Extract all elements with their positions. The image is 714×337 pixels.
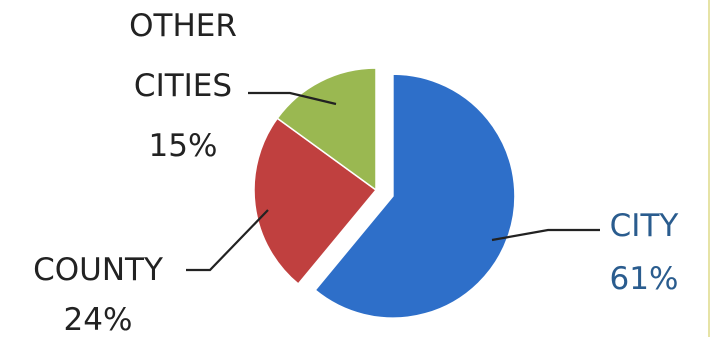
pie-slice-county (253, 117, 378, 286)
slice-percent-county: 24% (64, 302, 133, 337)
pie-slice-other-cities (276, 67, 377, 192)
slice-label-other-cities-line2: CITIES (134, 68, 232, 104)
slice-label-county: COUNTY (33, 252, 163, 288)
leader-line-city (491, 228, 600, 242)
slice-label-other-cities-line1: OTHER (129, 8, 237, 44)
frame-edge (708, 0, 710, 337)
slice-percent-city: 61% (610, 261, 679, 297)
slice-percent-other-cities: 15% (149, 128, 218, 164)
slice-label-city: CITY (610, 208, 679, 244)
pie-slices (253, 67, 516, 319)
leader-line-other-cities (248, 91, 337, 106)
leader-line-county (186, 209, 269, 272)
